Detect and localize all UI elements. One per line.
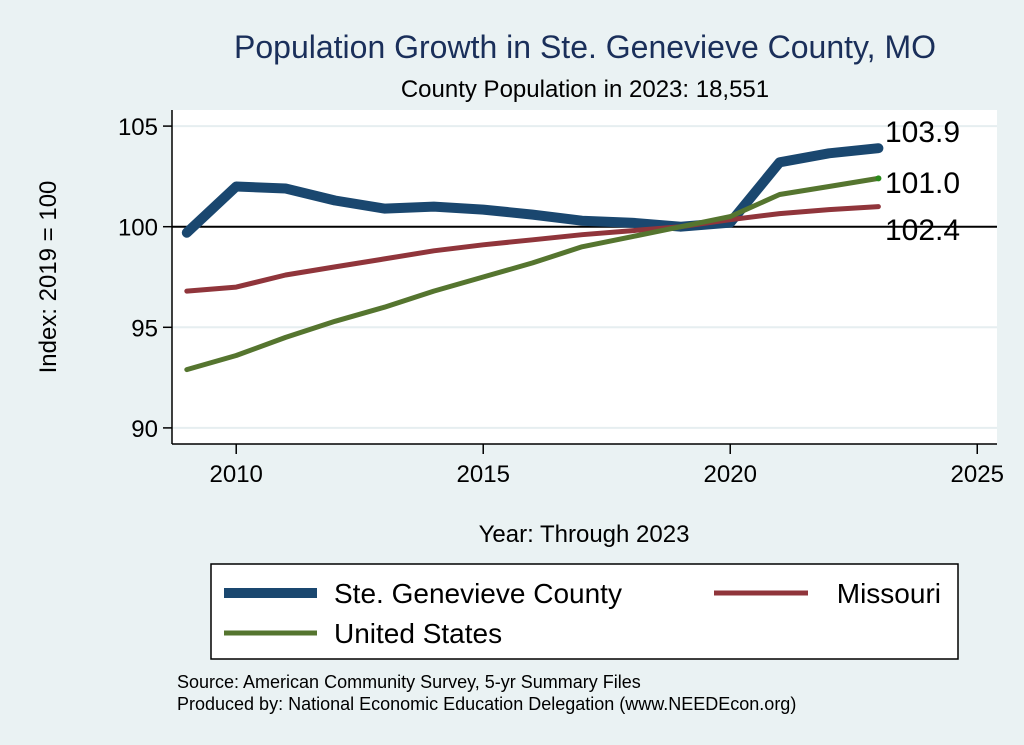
end-label-us: 102.4 — [885, 214, 960, 247]
legend: Ste. Genevieve County Missouri United St… — [210, 563, 959, 660]
x-tick-label: 2025 — [951, 461, 1004, 488]
x-ticks: 2010 2015 2020 2025 — [210, 444, 1004, 488]
plot-area — [172, 110, 997, 444]
producer-note: Produced by: National Economic Education… — [177, 694, 796, 714]
source-note: Source: American Community Survey, 5-yr … — [177, 672, 641, 692]
legend-label-us: United States — [334, 618, 502, 649]
series-group — [181, 143, 884, 373]
y-axis-title: Index: 2019 = 100 — [35, 181, 62, 374]
chart-title: Population Growth in Ste. Genevieve Coun… — [234, 29, 936, 65]
end-labels: 103.9 101.0 102.4 — [885, 116, 960, 247]
x-tick-label: 2010 — [210, 461, 263, 488]
legend-box — [210, 563, 959, 660]
legend-label-missouri: Missouri — [837, 578, 941, 609]
chart-subtitle: County Population in 2023: 18,551 — [401, 76, 769, 103]
end-marker-us — [875, 175, 882, 182]
y-ticks: 90 95 100 105 — [118, 114, 172, 443]
end-label-county: 103.9 — [885, 116, 960, 149]
y-tick-label: 105 — [118, 114, 158, 141]
x-tick-label: 2020 — [704, 461, 757, 488]
y-tick-label: 90 — [131, 416, 158, 443]
x-axis-title: Year: Through 2023 — [479, 521, 690, 548]
x-tick-label: 2015 — [457, 461, 510, 488]
end-label-missouri: 101.0 — [885, 167, 960, 200]
y-tick-label: 95 — [131, 315, 158, 342]
y-tick-label: 100 — [118, 215, 158, 242]
legend-label-county: Ste. Genevieve County — [334, 578, 622, 609]
